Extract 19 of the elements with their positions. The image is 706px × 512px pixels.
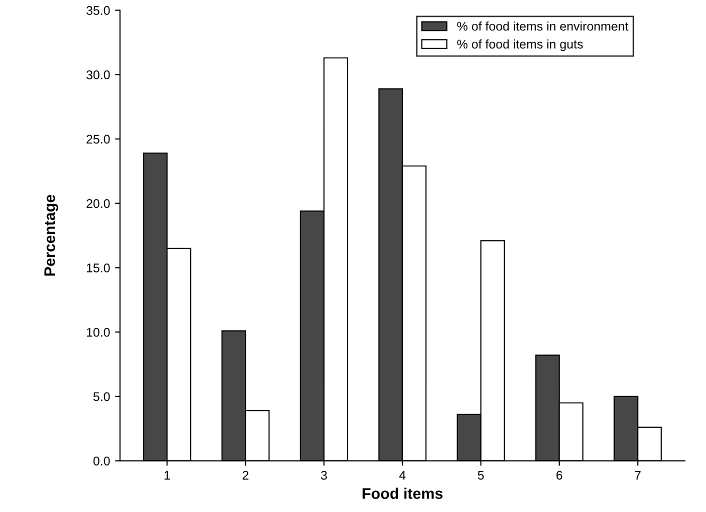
legend-label: % of food items in guts	[457, 39, 583, 52]
y-axis-title: Percentage	[44, 194, 58, 276]
y-tick-label: 5.0	[93, 392, 110, 402]
y-tick-label: 0.0	[93, 456, 110, 466]
x-tick-label: 7	[634, 470, 641, 480]
x-tick-label: 5	[478, 470, 484, 480]
legend-label: % of food items in environment	[457, 21, 628, 31]
y-tick-label: 15.0	[86, 264, 110, 272]
x-axis-title: Food items	[362, 488, 443, 499]
y-tick-label: 10.0	[86, 328, 110, 337]
y-tick-label: 20.0	[86, 199, 110, 208]
y-tick-label: 25.0	[86, 134, 110, 144]
x-tick-label: 1	[164, 470, 170, 480]
x-tick-label: 3	[320, 470, 327, 480]
y-tick-label: 35.0	[86, 6, 110, 15]
x-tick-label: 6	[556, 470, 562, 480]
y-tick-label: 30.0	[86, 70, 110, 80]
x-tick-label: 2	[242, 470, 248, 480]
x-tick-label: 4	[399, 470, 406, 480]
